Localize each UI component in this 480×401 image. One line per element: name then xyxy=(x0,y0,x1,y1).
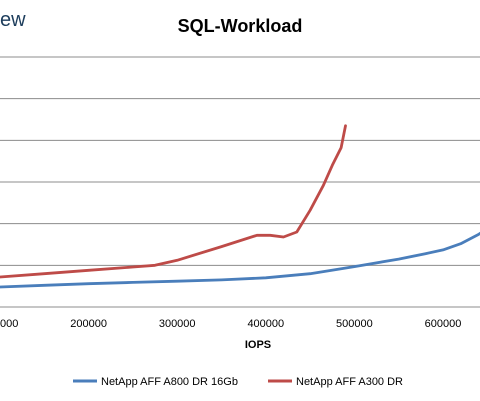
legend: NetApp AFF A800 DR 16Gb NetApp AFF A300 D… xyxy=(73,376,403,388)
x-axis-label: IOPS xyxy=(245,339,271,351)
x-tick-labels: 100000 200000 300000 400000 500000 600000 xyxy=(0,318,461,330)
series-lines xyxy=(0,124,480,289)
corner-logo-text: ew xyxy=(0,9,26,31)
series-line-0 xyxy=(0,231,480,289)
x-tick-label-4: 500000 xyxy=(336,318,373,330)
x-tick-label-0: 100000 xyxy=(0,318,18,330)
gridlines xyxy=(0,56,480,266)
x-tick-label-5: 600000 xyxy=(425,318,462,330)
x-tick-label-3: 400000 xyxy=(247,318,284,330)
chart-title: SQL-Workload xyxy=(178,16,303,36)
x-tick-label-2: 300000 xyxy=(159,318,196,330)
x-tick-label-1: 200000 xyxy=(70,318,107,330)
legend-label-1: NetApp AFF A300 DR xyxy=(296,376,403,388)
legend-label-0: NetApp AFF A800 DR 16Gb xyxy=(101,376,238,388)
series-line-1 xyxy=(0,124,347,279)
